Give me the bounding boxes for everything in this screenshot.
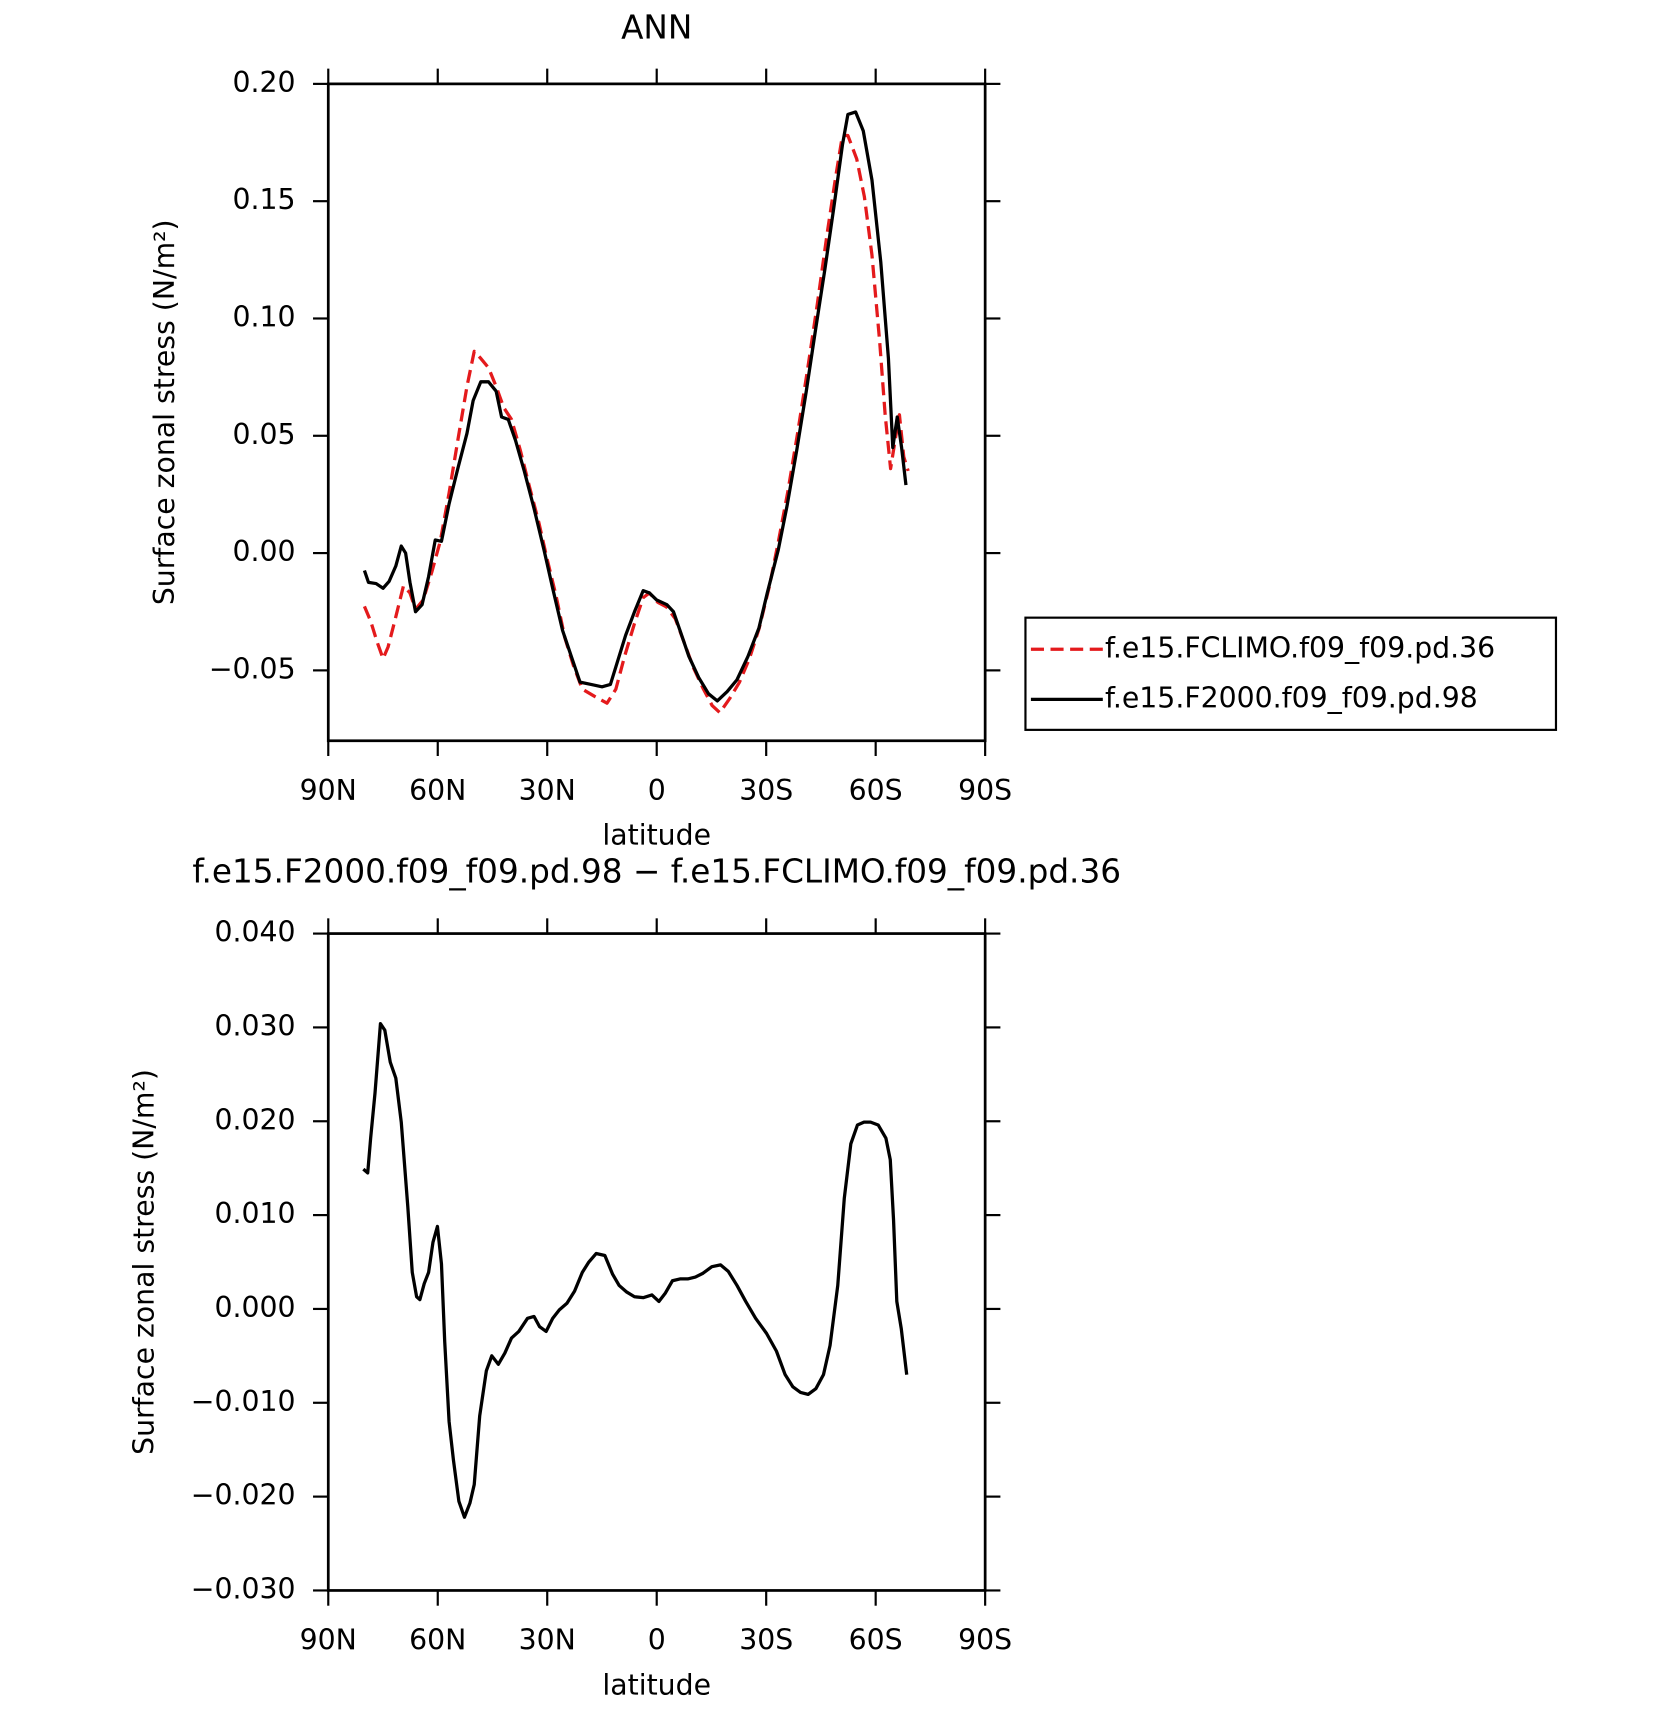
x-tick-label: 30N <box>519 774 576 807</box>
x-tick-label: 0 <box>648 1624 666 1657</box>
legend-label: f.e15.FCLIMO.f09_f09.pd.36 <box>1105 631 1495 664</box>
chart-title: ANN <box>621 8 692 46</box>
y-tick-label: 0.10 <box>233 300 296 333</box>
series-line <box>362 133 910 715</box>
x-tick-label: 60S <box>849 1624 903 1657</box>
x-tick-label: 60N <box>409 1624 466 1657</box>
y-tick-label: 0.20 <box>233 66 296 99</box>
y-tick-label: 0.000 <box>215 1291 296 1324</box>
y-tick-label: −0.030 <box>191 1572 296 1605</box>
y-axis-label: Surface zonal stress (N/m²) <box>148 219 181 605</box>
plot-frame <box>326 82 987 743</box>
x-tick-label: 30S <box>739 774 793 807</box>
x-tick-label: 90N <box>300 1624 357 1657</box>
y-tick-label: 0.030 <box>215 1009 296 1042</box>
legend-box <box>1024 616 1558 731</box>
y-tick-label: 0.010 <box>215 1197 296 1230</box>
x-tick-label: 0 <box>648 774 666 807</box>
x-tick-label: 30N <box>519 1624 576 1657</box>
series-line <box>362 110 908 703</box>
series-line <box>362 1022 909 1519</box>
x-axis-label: latitude <box>602 819 711 852</box>
x-tick-label: 60S <box>849 774 903 807</box>
y-tick-label: 0.00 <box>233 535 296 568</box>
y-tick-label: −0.020 <box>191 1479 296 1512</box>
y-tick-label: 0.15 <box>233 183 296 216</box>
y-tick-label: −0.05 <box>209 652 296 685</box>
x-tick-label: 60N <box>409 774 466 807</box>
x-tick-label: 90N <box>300 774 357 807</box>
x-tick-label: 30S <box>739 1624 793 1657</box>
chart-title: f.e15.F2000.f09_f09.pd.98 − f.e15.FCLIMO… <box>192 853 1121 891</box>
y-tick-label: 0.020 <box>215 1103 296 1136</box>
y-tick-label: −0.010 <box>191 1385 296 1418</box>
y-tick-label: 0.05 <box>233 418 296 451</box>
plot-frame <box>326 932 987 1592</box>
x-tick-label: 90S <box>958 774 1012 807</box>
y-tick-label: 0.040 <box>215 916 296 949</box>
y-axis-label: Surface zonal stress (N/m²) <box>127 1069 160 1455</box>
x-tick-label: 90S <box>958 1624 1012 1657</box>
x-axis-label: latitude <box>602 1668 711 1701</box>
legend-label: f.e15.F2000.f09_f09.pd.98 <box>1105 681 1478 714</box>
